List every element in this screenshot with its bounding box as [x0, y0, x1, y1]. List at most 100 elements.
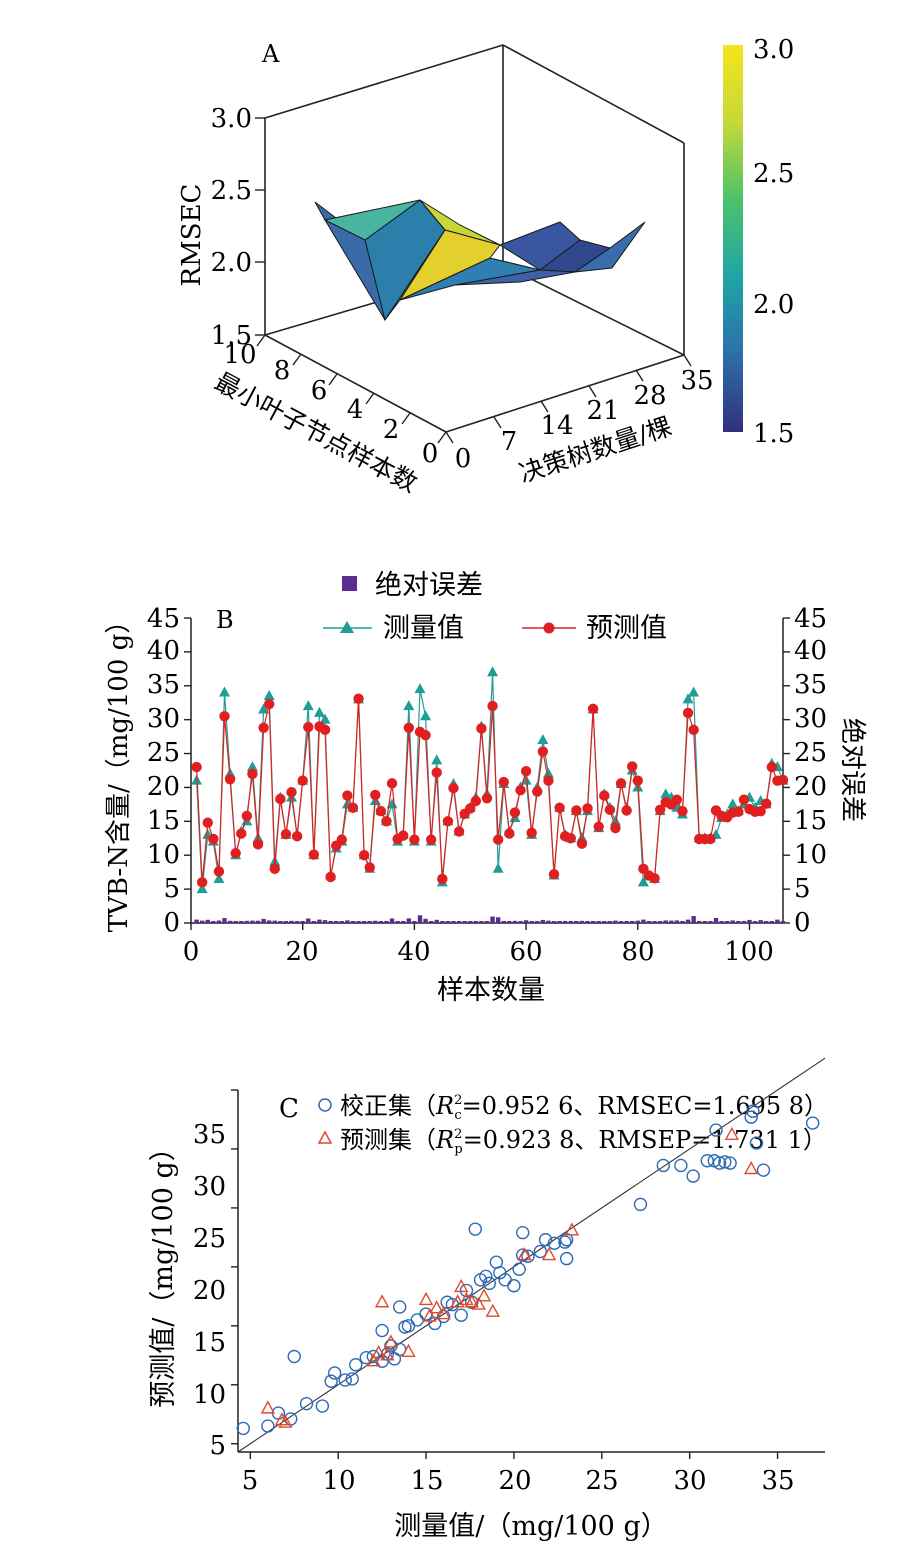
measured-point — [403, 700, 415, 711]
calibration-point — [686, 1169, 700, 1183]
c-x-tick-label: 25 — [585, 1466, 618, 1496]
predicted-point — [481, 793, 493, 804]
c-y-tick-label: 15 — [193, 1328, 226, 1358]
b-y-tick-label: 25 — [147, 738, 180, 768]
tree-tick-label: 35 — [680, 366, 713, 396]
calibration-point — [479, 1269, 493, 1284]
z-axis-ticks — [255, 117, 265, 336]
predicted-point — [582, 803, 593, 814]
prediction-point — [476, 1288, 492, 1302]
error-bar — [401, 921, 406, 923]
measured-point — [414, 683, 426, 694]
error-bar — [697, 921, 702, 923]
predicted-point — [520, 765, 532, 777]
error-bar — [641, 919, 646, 923]
predicted-point — [682, 707, 694, 719]
b-y2-tick-label: 0 — [794, 908, 811, 938]
z-tick-label: 2.0 — [211, 248, 252, 278]
error-bar — [562, 921, 568, 923]
colorbar — [723, 45, 743, 432]
b-y2-tick-label: 15 — [794, 806, 827, 836]
predicted-point — [224, 774, 236, 785]
b-y-axis-label: TVB-N含量/（mg/100 g） — [104, 608, 134, 933]
panel-b-line-chart: 绝对误差 测量值 预测值 B 0 5 10 15 20 25 30 35 40 … — [104, 570, 867, 1006]
measured-point — [258, 703, 270, 714]
error-bar — [708, 921, 713, 923]
error-bar — [417, 915, 423, 923]
predicted-point — [705, 833, 716, 845]
predicted-point — [297, 775, 308, 786]
error-bar — [736, 921, 741, 923]
measured-point — [609, 815, 621, 826]
predicted-point — [554, 802, 565, 813]
error-bar — [239, 921, 244, 923]
predicted-point — [208, 833, 219, 845]
predicted-point — [537, 746, 549, 757]
error-bar — [283, 921, 289, 923]
predicted-point — [409, 834, 420, 845]
c-x-tick-label: 10 — [322, 1466, 355, 1496]
predicted-point — [398, 830, 409, 841]
legend-error-swatch — [342, 576, 357, 591]
measured-point — [537, 734, 549, 744]
predicted-point — [492, 834, 504, 845]
prediction-point — [383, 1334, 399, 1348]
error-bar — [300, 921, 305, 923]
error-bar — [261, 918, 266, 923]
predicted-point — [420, 730, 431, 741]
rmsec-surface — [314, 199, 646, 322]
error-bar — [724, 921, 730, 923]
prediction-point — [541, 1247, 557, 1261]
error-bar — [635, 920, 640, 923]
error-bar — [317, 919, 322, 923]
calibration-point — [633, 1197, 648, 1212]
error-bar — [367, 921, 372, 923]
calibration-point — [547, 1236, 562, 1250]
error-bar — [255, 920, 261, 923]
calibration-point — [459, 1283, 474, 1298]
legend-calibration-label: 校正集（R2 c=0.952 6、RMSEC=1.695 8） — [340, 1092, 828, 1123]
error-bar — [339, 921, 344, 923]
predicted-point — [599, 790, 610, 801]
error-bar — [646, 921, 652, 923]
calibration-point — [805, 1116, 820, 1130]
error-bar — [272, 920, 277, 923]
c-y-tick-label: 5 — [209, 1431, 226, 1461]
panel-a-letter: A — [261, 40, 280, 68]
tree-axis-ticks — [445, 354, 692, 444]
measured-point — [302, 700, 314, 711]
surface-facet — [323, 199, 421, 241]
predicted-point — [381, 816, 392, 827]
measured-point — [246, 761, 258, 772]
predicted-point — [353, 693, 364, 704]
prediction-point — [454, 1278, 469, 1293]
error-bar — [546, 920, 551, 923]
b-y-tick-label: 20 — [147, 772, 180, 802]
c-y-tick-label: 35 — [193, 1120, 226, 1150]
tree-tick-label: 7 — [501, 427, 518, 457]
colorbar-tick-label: 2.0 — [753, 290, 794, 320]
measured-point — [219, 686, 231, 697]
error-bar — [764, 921, 769, 923]
predicted-point — [515, 784, 526, 796]
c-x-tick-label: 30 — [673, 1466, 706, 1496]
measured-point — [727, 798, 739, 809]
calibration-point — [756, 1163, 771, 1177]
measured-point — [682, 693, 694, 704]
b-x-tick-label: 80 — [621, 937, 654, 967]
predicted-point — [526, 827, 537, 839]
error-bar — [244, 920, 250, 923]
error-bar — [585, 921, 590, 923]
error-bar — [780, 921, 786, 923]
error-bar — [747, 919, 752, 923]
predicted-point — [342, 790, 353, 801]
predicted-point — [532, 786, 543, 797]
predicted-point — [615, 778, 627, 789]
legend-prediction-label: 预测集（R2 p=0.923 8、RMSEP=1.731 1） — [340, 1126, 827, 1157]
error-bar — [289, 920, 294, 923]
prediction-point — [485, 1303, 501, 1317]
c-y-tick-label: 20 — [193, 1276, 226, 1306]
legend-predicted-label: 预测值 — [586, 613, 667, 644]
calibration-point — [746, 1104, 760, 1118]
tree-tick-label: 14 — [540, 411, 573, 441]
